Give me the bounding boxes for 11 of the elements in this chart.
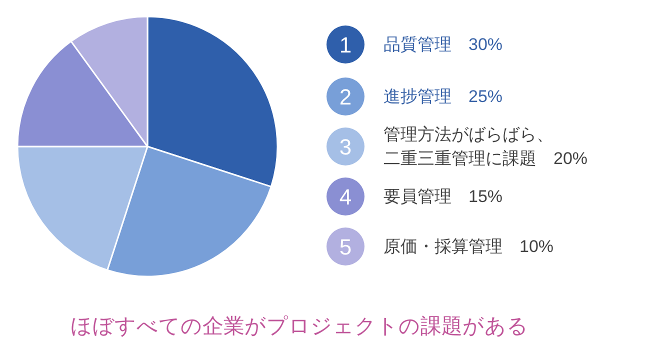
text: 4 [339,184,352,210]
text: ほぼすべての企業がプロジェクトの課題がある [70,315,528,338]
legend-label: 要員管理 15% [384,187,503,206]
legend-label: 原価・採算管理 10% [384,237,554,256]
legend-label: 品質管理 30% [384,35,503,54]
text: 2 [339,84,352,110]
text: 5 [339,234,352,260]
text: 3 [339,134,352,160]
legend-label: 進捗管理 25% [384,87,503,106]
text: 1 [339,32,352,58]
legend-label: 管理方法がばらばら、二重三重管理に課題 20% [384,125,588,168]
